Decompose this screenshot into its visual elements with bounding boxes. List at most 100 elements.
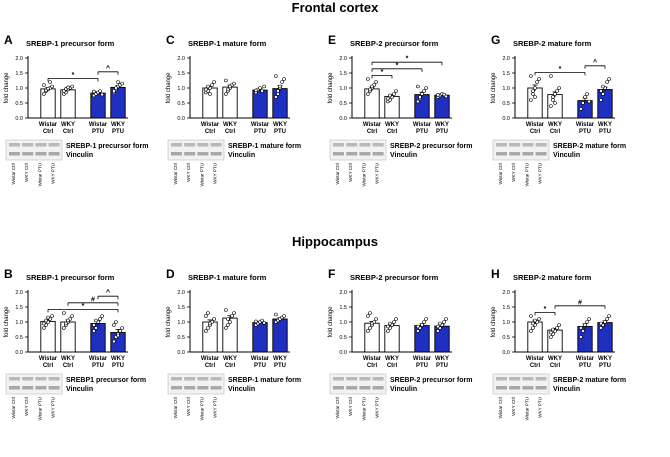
data-point bbox=[579, 107, 583, 111]
data-point bbox=[260, 89, 264, 93]
blot-band-upper bbox=[333, 143, 344, 147]
y-tick-label: 2.0 bbox=[502, 290, 510, 296]
data-point bbox=[599, 89, 603, 93]
x-tick-label: PTU bbox=[436, 363, 448, 369]
bar-h-2 bbox=[577, 326, 593, 353]
blot-band-lower bbox=[184, 152, 196, 156]
blot-band-upper bbox=[359, 143, 371, 147]
data-point bbox=[64, 321, 68, 326]
data-point bbox=[66, 85, 70, 90]
panel-c: C SREBP-1 mature form 0.0 0.5 1.0 1.5 2.0 fold … bbox=[166, 33, 301, 186]
sig-symbol: # bbox=[91, 296, 95, 303]
blot-band-upper bbox=[9, 143, 20, 147]
x-tick-label: Wistar bbox=[526, 356, 545, 362]
panel-title: SREBP-1 mature form bbox=[188, 273, 267, 282]
data-point bbox=[418, 95, 422, 99]
y-tick-label: 1.0 bbox=[502, 86, 510, 92]
blot-label-top: SREBP-2 mature form bbox=[553, 377, 626, 384]
x-tick-label: Wistar bbox=[201, 356, 220, 362]
data-point bbox=[206, 84, 210, 89]
panel-letter: G bbox=[491, 33, 500, 47]
panel-letter: F bbox=[328, 267, 335, 281]
blot-band-lower bbox=[372, 152, 384, 156]
data-point bbox=[444, 94, 448, 99]
sig-symbol: ^ bbox=[106, 64, 110, 72]
blot-lane-label: WKY Ctrl bbox=[186, 397, 191, 416]
data-point bbox=[112, 339, 116, 344]
x-tick-label: Ctrl bbox=[550, 363, 561, 369]
blot-band-upper bbox=[22, 377, 34, 381]
data-point bbox=[551, 95, 555, 99]
data-point bbox=[232, 311, 236, 315]
sig-symbol: * bbox=[544, 306, 547, 313]
y-tick-label: 1.5 bbox=[15, 305, 23, 311]
data-point bbox=[529, 314, 533, 318]
x-tick-label: PTU bbox=[112, 363, 124, 369]
data-point bbox=[46, 315, 50, 320]
data-point bbox=[551, 327, 555, 332]
x-tick-label: Wistar bbox=[576, 122, 595, 128]
bar-c-1 bbox=[222, 86, 238, 119]
data-point bbox=[599, 321, 603, 326]
data-point bbox=[92, 89, 96, 94]
panel-a: A SREBP-1 precursor form 0.0 0.5 1.0 1.5 2.0 fo… bbox=[4, 33, 148, 186]
data-point bbox=[204, 87, 208, 92]
x-tick-label: PTU bbox=[599, 363, 611, 369]
blot-lane-label: Wistar Ctrl bbox=[335, 163, 340, 184]
blot-band-upper bbox=[184, 143, 196, 147]
data-point bbox=[114, 86, 118, 90]
data-point bbox=[585, 92, 589, 96]
data-point bbox=[424, 317, 428, 321]
x-tick-label: PTU bbox=[112, 129, 124, 135]
data-point bbox=[537, 317, 541, 321]
bar-b-2 bbox=[90, 323, 106, 353]
data-point bbox=[118, 329, 122, 333]
data-point bbox=[42, 326, 46, 330]
x-tick-label: WKY bbox=[548, 122, 562, 128]
data-point bbox=[424, 86, 428, 90]
data-point bbox=[420, 92, 424, 96]
data-point bbox=[208, 92, 212, 96]
x-tick-label: Ctrl bbox=[367, 363, 378, 369]
bar-d-2 bbox=[252, 322, 268, 353]
bar-c-2 bbox=[252, 89, 268, 119]
x-tick-label: WKY bbox=[598, 356, 612, 362]
blot-label-bottom: Vinculin bbox=[553, 152, 580, 159]
data-point bbox=[416, 324, 420, 329]
blot-band-lower bbox=[171, 152, 182, 156]
blot-lane-label: Wistar PTU bbox=[37, 163, 42, 186]
data-point bbox=[549, 335, 553, 339]
y-tick-label: 0.0 bbox=[15, 350, 23, 356]
data-point bbox=[50, 84, 54, 89]
x-tick-label: WKY bbox=[548, 356, 562, 362]
data-point bbox=[62, 89, 66, 93]
x-tick-label: Wistar bbox=[39, 122, 58, 128]
data-point bbox=[212, 317, 216, 321]
blot-lane-label: WKY Ctrl bbox=[511, 163, 516, 182]
data-point bbox=[386, 329, 390, 333]
data-point bbox=[533, 318, 537, 323]
data-point bbox=[94, 326, 98, 330]
blot-lane-label: WKY PTU bbox=[213, 163, 218, 184]
panel-d: D SREBP-1 mature form 0.0 0.5 1.0 1.5 2.0 fold … bbox=[166, 267, 301, 420]
data-point bbox=[50, 314, 54, 318]
data-point bbox=[370, 84, 374, 89]
blot-band-lower bbox=[509, 152, 521, 156]
data-point bbox=[94, 318, 98, 323]
y-tick-label: 2.0 bbox=[15, 56, 23, 62]
data-point bbox=[529, 329, 533, 333]
x-tick-label: Wistar bbox=[413, 356, 432, 362]
blot-band-upper bbox=[509, 143, 521, 147]
x-tick-label: Ctrl bbox=[387, 129, 398, 135]
data-point bbox=[370, 321, 374, 326]
sig-symbol: * bbox=[72, 72, 75, 79]
blot-band-lower bbox=[509, 386, 521, 390]
x-tick-label: Ctrl bbox=[63, 129, 74, 135]
data-point bbox=[388, 93, 392, 98]
data-point bbox=[386, 96, 390, 101]
data-point bbox=[549, 330, 553, 335]
blot-lane-label: WKY PTU bbox=[51, 163, 56, 184]
x-tick-label: Wistar bbox=[363, 356, 382, 362]
sig-symbol: * bbox=[406, 56, 409, 63]
data-point bbox=[42, 83, 46, 87]
